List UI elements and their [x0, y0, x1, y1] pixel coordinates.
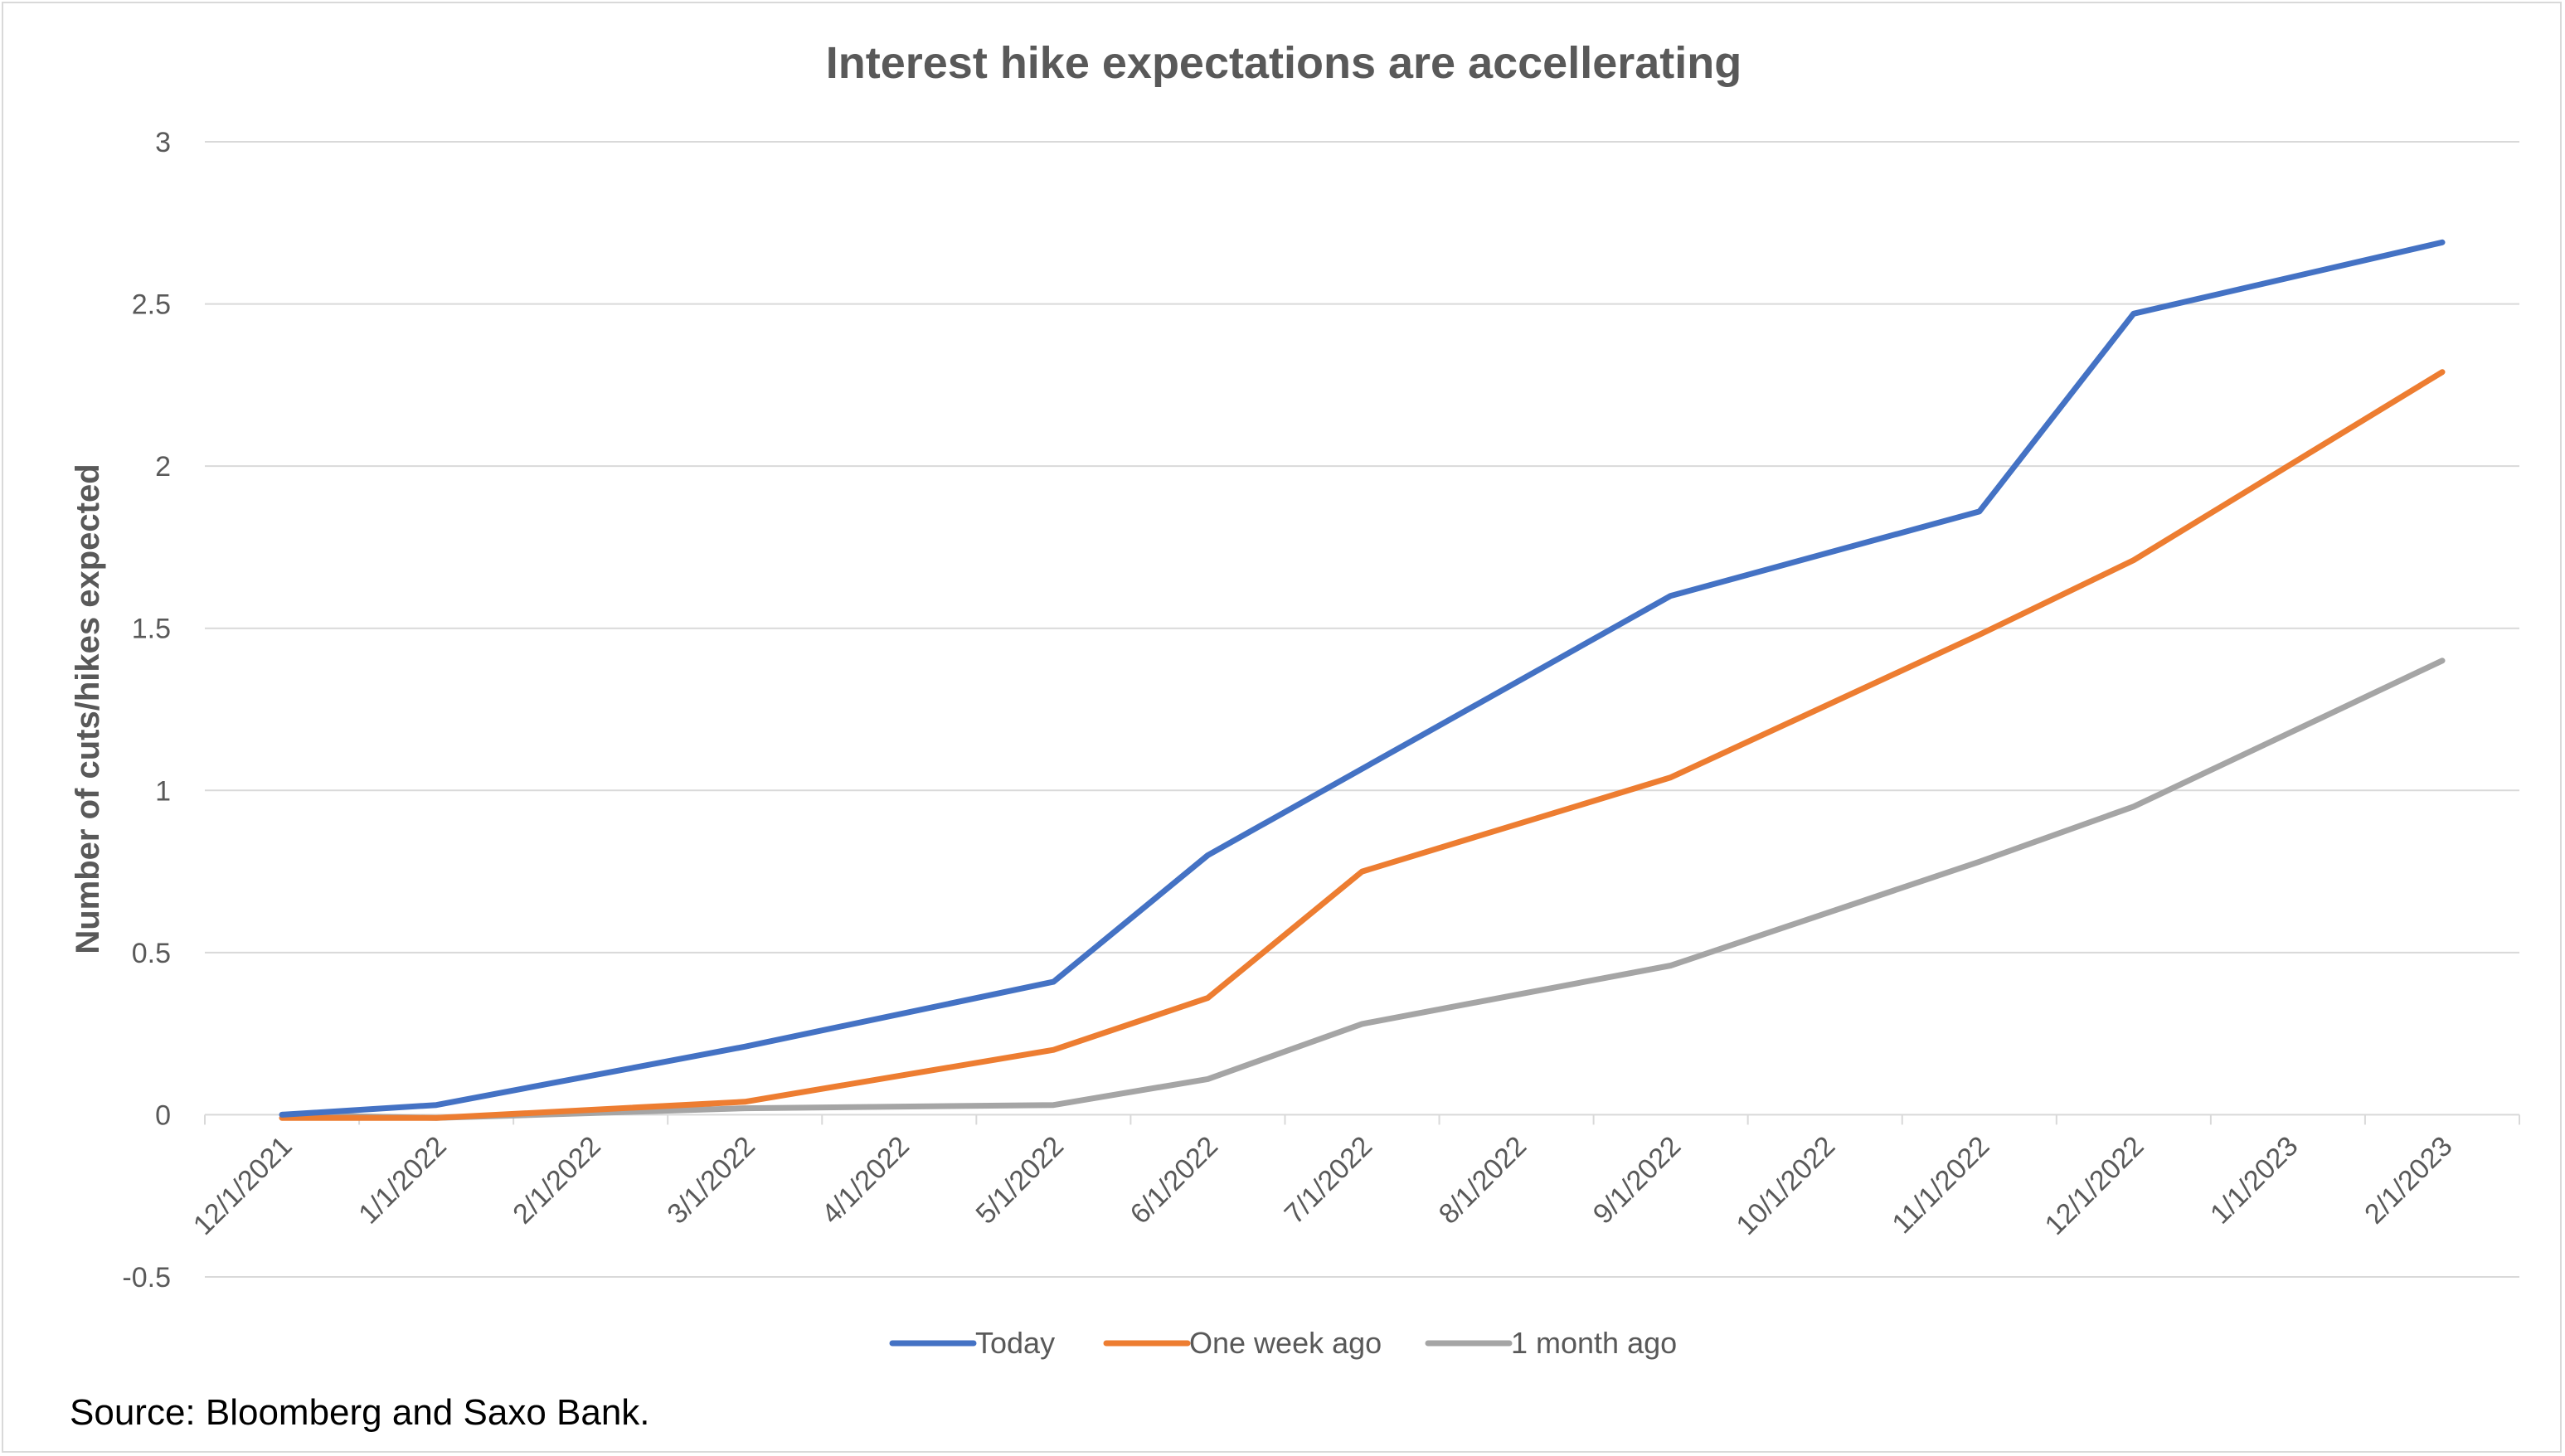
x-tick-label: 9/1/2022: [1587, 1130, 1687, 1230]
y-tick-label: -0.5: [122, 1262, 171, 1293]
y-tick-label: 0.5: [132, 938, 171, 969]
x-tick-label: 7/1/2022: [1279, 1130, 1378, 1230]
x-tick-label: 1/1/2022: [352, 1130, 452, 1230]
legend-label-one-week-ago: One week ago: [1189, 1326, 1382, 1360]
y-tick-label: 2: [155, 451, 171, 483]
y-tick-label: 1.5: [132, 614, 171, 645]
x-tick-label: 10/1/2022: [1731, 1130, 1842, 1241]
x-tick-label: 12/1/2022: [2039, 1130, 2150, 1241]
series-lines: [279, 239, 2446, 1121]
source-note: Source: Bloomberg and Saxo Bank.: [70, 1392, 650, 1433]
gridlines: [205, 141, 2519, 1278]
y-tick-label: 2.5: [132, 289, 171, 321]
series-line-1-month-ago: [279, 658, 2446, 1121]
y-axis-label: Number of cuts/hikes expected: [70, 463, 106, 954]
chart-title: Interest hike expectations are accellera…: [826, 38, 1742, 88]
x-tick-label: 8/1/2022: [1433, 1130, 1533, 1230]
legend: Today One week ago 1 month ago: [889, 1326, 1677, 1360]
y-tick-label: 0: [155, 1099, 171, 1131]
x-tick-label: 4/1/2022: [815, 1130, 915, 1230]
x-axis-ticks: 12/1/2021 1/1/2022 2/1/2022 3/1/2022 4/1/202…: [187, 1130, 2459, 1241]
x-tick-label: 2/1/2022: [507, 1130, 606, 1230]
legend-label-1-month-ago: 1 month ago: [1511, 1326, 1677, 1360]
x-tick-label: 2/1/2023: [2359, 1130, 2458, 1230]
x-tick-label: 6/1/2022: [1125, 1130, 1224, 1230]
y-tick-label: 1: [155, 775, 171, 807]
legend-label-today: Today: [975, 1326, 1055, 1360]
x-tick-label: 1/1/2023: [2204, 1130, 2304, 1230]
x-tick-label: 5/1/2022: [970, 1130, 1070, 1230]
x-tick-label: 11/1/2022: [1886, 1130, 1995, 1240]
x-tick-label: 3/1/2022: [661, 1130, 760, 1230]
y-axis-ticks: -0.5 0 0.5 1 1.5 2 2.5 3: [122, 127, 171, 1293]
series-line-one-week-ago: [279, 369, 2446, 1121]
series-line-today: [279, 239, 2446, 1118]
y-tick-label: 3: [155, 127, 171, 158]
x-tick-label: 12/1/2021: [187, 1130, 299, 1241]
